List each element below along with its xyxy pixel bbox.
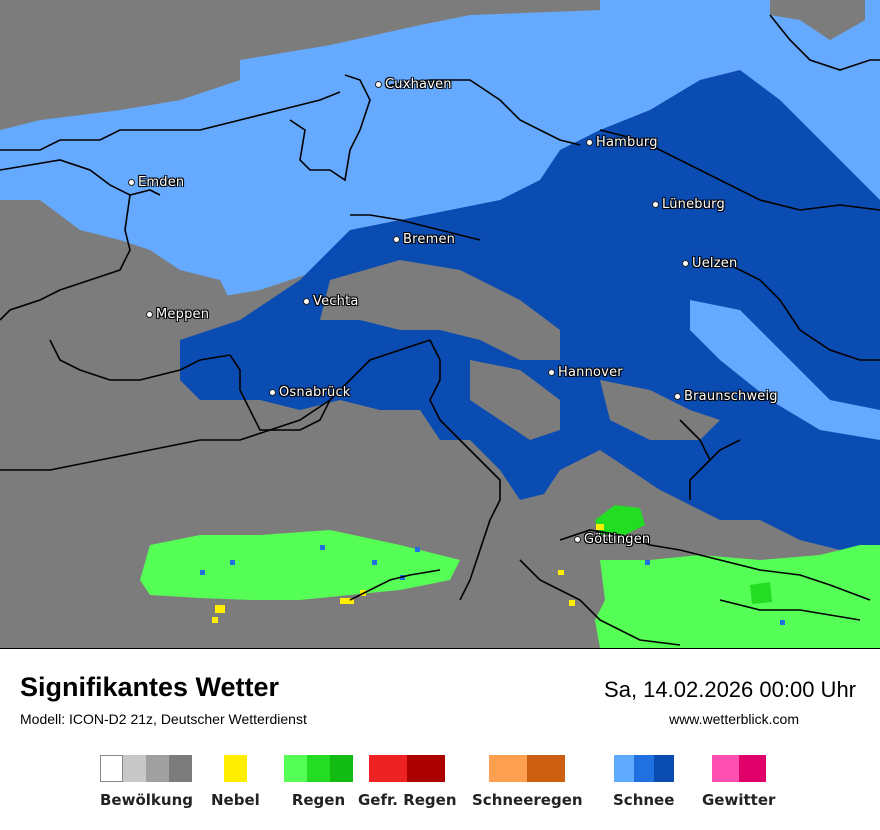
- cloud-east-patch: [600, 380, 720, 440]
- legend-swatch: [738, 755, 766, 782]
- city-bremen: Bremen: [393, 232, 455, 247]
- legend-swatch: [123, 755, 147, 782]
- rain-east-core: [750, 582, 772, 604]
- city-marker-icon: [682, 260, 689, 267]
- legend-regen: Regen: [284, 755, 353, 809]
- legend-label: Schneeregen: [472, 791, 583, 809]
- city-marker-icon: [375, 81, 382, 88]
- city-goettingen: Göttingen: [574, 532, 650, 547]
- legend-bewoelkung: Bewölkung: [100, 755, 193, 809]
- legend-swatch: [711, 755, 739, 782]
- legend-label: Nebel: [211, 791, 260, 809]
- city-hannover: Hannover: [548, 365, 623, 380]
- legend-label: Gefr. Regen: [358, 791, 457, 809]
- legend-swatch: [613, 755, 634, 782]
- city-label: Uelzen: [692, 256, 738, 271]
- rain-goettingen-cell: [595, 505, 645, 535]
- legend-swatch: [527, 755, 566, 782]
- city-marker-icon: [393, 236, 400, 243]
- city-marker-icon: [574, 536, 581, 543]
- city-meppen: Meppen: [146, 307, 209, 322]
- cloud-north-top: [240, 0, 600, 60]
- city-label: Cuxhaven: [385, 77, 452, 92]
- city-label: Lüneburg: [662, 197, 725, 212]
- city-lueneburg: Lüneburg: [652, 197, 725, 212]
- website-link[interactable]: www.wetterblick.com: [669, 711, 799, 727]
- city-label: Emden: [138, 175, 185, 190]
- legend-label: Bewölkung: [100, 791, 193, 809]
- legend-swatch: [407, 755, 446, 782]
- snow-light-east-band: [690, 300, 880, 440]
- city-uelzen: Uelzen: [682, 256, 737, 271]
- model-info: Modell: ICON-D2 21z, Deutscher Wetterdie…: [20, 711, 307, 727]
- legend-swatches: [369, 755, 446, 782]
- legend-swatches: [489, 755, 566, 782]
- cloud-northeast: [770, 0, 865, 40]
- legend-schnee: Schnee: [613, 755, 674, 809]
- legend-swatch: [369, 755, 408, 782]
- weather-map: Cuxhaven Hamburg Emden Lüneburg Bremen U…: [0, 0, 880, 649]
- borders-coastlines: [0, 14, 880, 646]
- city-label: Vechta: [313, 294, 359, 309]
- legend-swatches: [284, 755, 353, 782]
- legend-swatches: [613, 755, 674, 782]
- legend-label: Gewitter: [702, 791, 776, 809]
- city-marker-icon: [674, 393, 681, 400]
- city-label: Braunschweig: [684, 389, 778, 404]
- city-marker-icon: [652, 201, 659, 208]
- city-marker-icon: [128, 179, 135, 186]
- legend-swatches: [223, 755, 247, 782]
- legend-gefr-regen: Gefr. Regen: [358, 755, 457, 809]
- map-title: Signifikantes Wetter: [20, 672, 280, 702]
- city-label: Meppen: [156, 307, 210, 322]
- legend-swatch: [100, 755, 124, 782]
- city-label: Göttingen: [584, 532, 651, 547]
- legend-swatch: [307, 755, 330, 782]
- city-label: Hamburg: [596, 135, 658, 150]
- city-emden: Emden: [128, 175, 184, 190]
- legend-schneeregen: Schneeregen: [472, 755, 583, 809]
- legend-swatch: [489, 755, 528, 782]
- legend-swatch: [653, 755, 674, 782]
- legend-swatch: [284, 755, 307, 782]
- city-marker-icon: [586, 139, 593, 146]
- city-marker-icon: [303, 298, 310, 305]
- forecast-datetime: Sa, 14.02.2026 00:00 Uhr: [604, 677, 856, 702]
- cloud-west: [0, 200, 230, 330]
- city-marker-icon: [548, 369, 555, 376]
- city-label: Bremen: [403, 232, 456, 247]
- legend-swatch: [223, 755, 247, 782]
- city-cuxhaven: Cuxhaven: [375, 77, 452, 92]
- city-braunschweig: Braunschweig: [674, 389, 778, 404]
- city-label: Osnabrück: [279, 385, 351, 400]
- legend-gewitter: Gewitter: [702, 755, 775, 809]
- legend-nebel: Nebel: [211, 755, 260, 809]
- legend: Bewölkung Nebel Regen Gefr. Regen Schnee…: [0, 755, 880, 815]
- rain-west-band: [140, 530, 460, 600]
- city-hamburg: Hamburg: [586, 135, 658, 150]
- legend-swatches: [711, 755, 766, 782]
- legend-swatches: [100, 755, 193, 782]
- map-layers: [0, 0, 880, 648]
- city-osnabrueck: Osnabrück: [269, 385, 351, 400]
- cloud-center-patch: [320, 260, 560, 360]
- legend-swatch: [169, 755, 193, 782]
- city-marker-icon: [269, 389, 276, 396]
- cloud-north-coast: [0, 0, 240, 130]
- legend-label: Schnee: [613, 791, 675, 809]
- city-vechta: Vechta: [303, 294, 359, 309]
- legend-label: Regen: [291, 791, 346, 809]
- legend-swatch: [633, 755, 654, 782]
- city-label: Hannover: [558, 365, 623, 380]
- city-marker-icon: [146, 311, 153, 318]
- legend-swatch: [146, 755, 170, 782]
- rain-east-band: [595, 545, 880, 648]
- legend-swatch: [330, 755, 353, 782]
- cloud-hannover-patch: [470, 360, 560, 440]
